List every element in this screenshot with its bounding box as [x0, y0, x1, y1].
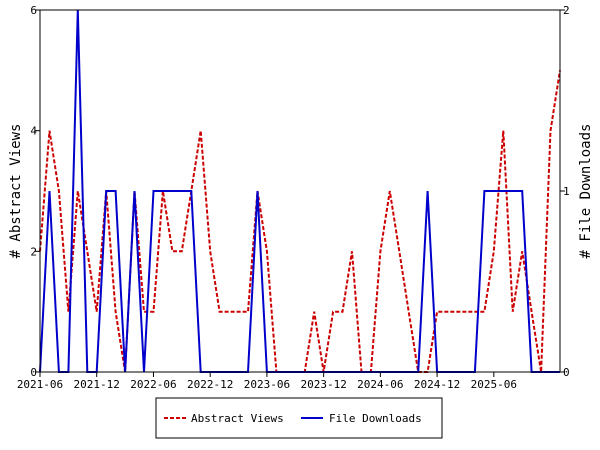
legend-label-file-downloads: File Downloads — [329, 412, 422, 425]
left-axis: 0 2 4 6 — [30, 4, 40, 379]
legend: Abstract Views File Downloads — [155, 397, 443, 439]
right-axis: 0 1 2 — [560, 4, 570, 379]
legend-box — [155, 397, 443, 439]
x-tick-label: 2023-06 — [244, 378, 290, 391]
x-axis: 2021-06 2021-12 2022-06 2022-12 2023-06 2023-… — [17, 372, 517, 391]
left-tick-label: 4 — [30, 125, 37, 138]
left-axis-title: # Abstract Views — [8, 124, 24, 259]
legend-label-abstract-views: Abstract Views — [191, 412, 284, 425]
x-tick-label: 2024-06 — [357, 378, 403, 391]
right-axis-title: # File Downloads — [578, 124, 594, 259]
x-tick-label: 2022-12 — [187, 378, 233, 391]
left-tick-label: 2 — [30, 245, 37, 258]
x-tick-label: 2024-12 — [414, 378, 460, 391]
x-tick-label: 2025-06 — [471, 378, 517, 391]
right-tick-label: 0 — [563, 366, 570, 379]
right-tick-label: 1 — [563, 185, 570, 198]
x-tick-label: 2022-06 — [130, 378, 176, 391]
x-tick-label: 2021-06 — [17, 378, 63, 391]
left-tick-label: 0 — [30, 366, 37, 379]
x-tick-label: 2023-12 — [300, 378, 346, 391]
x-tick-label: 2021-12 — [74, 378, 120, 391]
left-tick-label: 6 — [30, 4, 37, 17]
right-tick-label: 2 — [563, 4, 570, 17]
